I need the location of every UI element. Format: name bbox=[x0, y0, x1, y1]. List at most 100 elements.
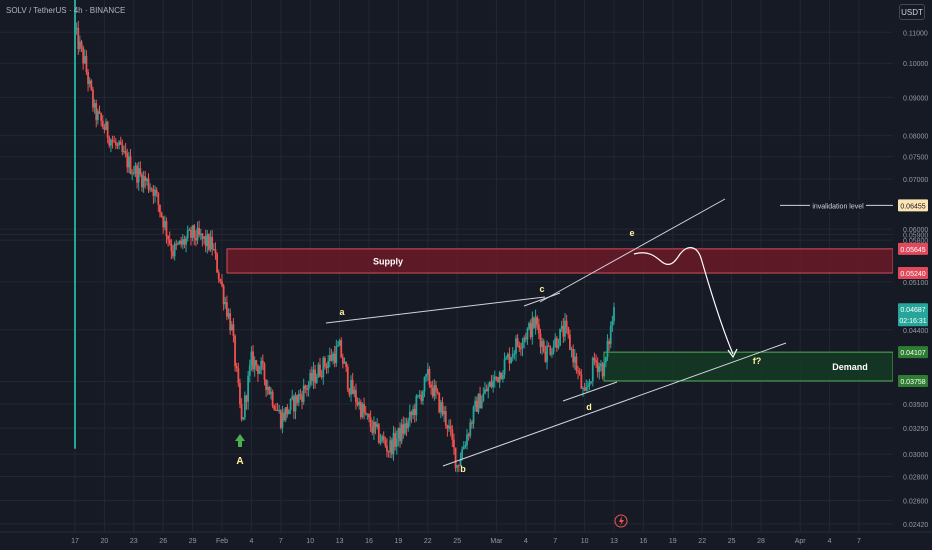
candle-body bbox=[173, 243, 176, 257]
candle-body bbox=[609, 325, 612, 345]
candle-body bbox=[260, 360, 263, 370]
candle-body bbox=[524, 337, 527, 340]
candle-body bbox=[570, 349, 573, 351]
candle-body bbox=[289, 398, 292, 410]
candle-body bbox=[608, 341, 610, 345]
candle-body bbox=[155, 189, 158, 194]
candle-body bbox=[606, 341, 609, 357]
invalidation-label: invalidation level bbox=[812, 203, 864, 210]
candle-body bbox=[327, 360, 330, 368]
price-badge-text: 0.06455 bbox=[900, 203, 925, 210]
lightning-icon[interactable] bbox=[614, 514, 628, 528]
candle-body bbox=[111, 140, 114, 142]
candle-body bbox=[591, 358, 594, 382]
candle-body bbox=[448, 425, 450, 429]
time-axis-tick: 4 bbox=[249, 538, 253, 545]
candle-body bbox=[444, 410, 447, 425]
candle-body bbox=[196, 227, 199, 241]
candle-body bbox=[439, 402, 442, 413]
candle-body bbox=[248, 365, 251, 376]
candle-body bbox=[369, 417, 372, 427]
candle-body bbox=[446, 424, 449, 429]
candle-body bbox=[356, 402, 359, 406]
candle-body bbox=[307, 384, 310, 390]
candle-body bbox=[75, 27, 78, 30]
price-axis-bg bbox=[893, 0, 932, 532]
candle-body bbox=[297, 393, 300, 403]
candle-body bbox=[343, 361, 346, 364]
price-badge-supply-low bbox=[898, 267, 928, 280]
candle-body bbox=[588, 382, 591, 386]
candle-body bbox=[400, 424, 403, 442]
candle-body bbox=[366, 414, 369, 416]
candle-body bbox=[83, 56, 86, 64]
candle-body bbox=[237, 368, 240, 383]
candle-body bbox=[250, 351, 253, 366]
candle-body bbox=[216, 253, 218, 273]
candle-body bbox=[384, 439, 387, 446]
candle-body bbox=[74, 0, 76, 449]
candle-body bbox=[315, 377, 318, 383]
candle-body bbox=[364, 412, 367, 415]
candle-body bbox=[355, 389, 357, 403]
candle-body bbox=[516, 338, 519, 345]
candle-body bbox=[108, 137, 111, 146]
candle-body bbox=[533, 317, 535, 328]
candle-body bbox=[554, 338, 557, 347]
candle-body bbox=[273, 406, 276, 410]
candle-body bbox=[508, 353, 511, 364]
wave-label: d bbox=[586, 402, 592, 412]
wave-label: c bbox=[539, 284, 544, 294]
candle-body bbox=[147, 178, 150, 190]
candle-body bbox=[172, 251, 174, 257]
candle-body bbox=[255, 360, 258, 366]
time-axis-tick: 25 bbox=[453, 538, 461, 545]
price-axis-tick: 0.03250 bbox=[903, 426, 928, 433]
price-badge-text: 0.03758 bbox=[900, 379, 925, 386]
candle-body bbox=[405, 423, 408, 429]
candle-body bbox=[484, 389, 486, 394]
candle-body bbox=[490, 381, 493, 388]
candle-body bbox=[288, 409, 290, 415]
trendline-c-e bbox=[539, 198, 726, 303]
time-axis-tick: 29 bbox=[189, 538, 197, 545]
candle-body bbox=[585, 386, 588, 391]
candle-body bbox=[399, 427, 401, 442]
wave-label: f? bbox=[753, 356, 762, 366]
time-axis-tick: 4 bbox=[524, 538, 528, 545]
candle-body bbox=[224, 302, 227, 305]
time-axis-tick: 7 bbox=[857, 538, 861, 545]
candle-body bbox=[462, 446, 465, 450]
candle-body bbox=[459, 459, 462, 466]
candle-body bbox=[322, 357, 325, 377]
candle-body bbox=[193, 225, 196, 238]
candle-body bbox=[95, 103, 98, 121]
candle-body bbox=[555, 338, 558, 348]
candle-body bbox=[281, 412, 284, 428]
candle-body bbox=[376, 424, 379, 427]
candle-body bbox=[245, 395, 248, 402]
currency-button[interactable]: USDT bbox=[899, 4, 925, 20]
candle-body bbox=[309, 373, 312, 385]
candle-body bbox=[110, 140, 112, 146]
candle-body bbox=[497, 376, 499, 383]
candle-body bbox=[453, 439, 455, 448]
price-axis-tick: 0.09000 bbox=[903, 95, 928, 102]
candle-body bbox=[410, 411, 413, 416]
time-axis-tick: 10 bbox=[581, 538, 589, 545]
candle-body bbox=[134, 165, 137, 174]
candle-body bbox=[325, 366, 328, 368]
candle-body bbox=[358, 402, 361, 406]
price-badge-text: 0.04107 bbox=[900, 350, 925, 357]
candle-body bbox=[449, 425, 452, 430]
candle-body bbox=[560, 325, 563, 329]
candle-body bbox=[175, 243, 178, 245]
time-axis-tick: 19 bbox=[669, 538, 677, 545]
candle-body bbox=[435, 385, 437, 392]
candle-body bbox=[515, 338, 517, 354]
candle-body bbox=[82, 47, 85, 64]
candle-body bbox=[544, 351, 547, 362]
candle-body bbox=[160, 212, 163, 217]
candle-body bbox=[412, 409, 414, 416]
